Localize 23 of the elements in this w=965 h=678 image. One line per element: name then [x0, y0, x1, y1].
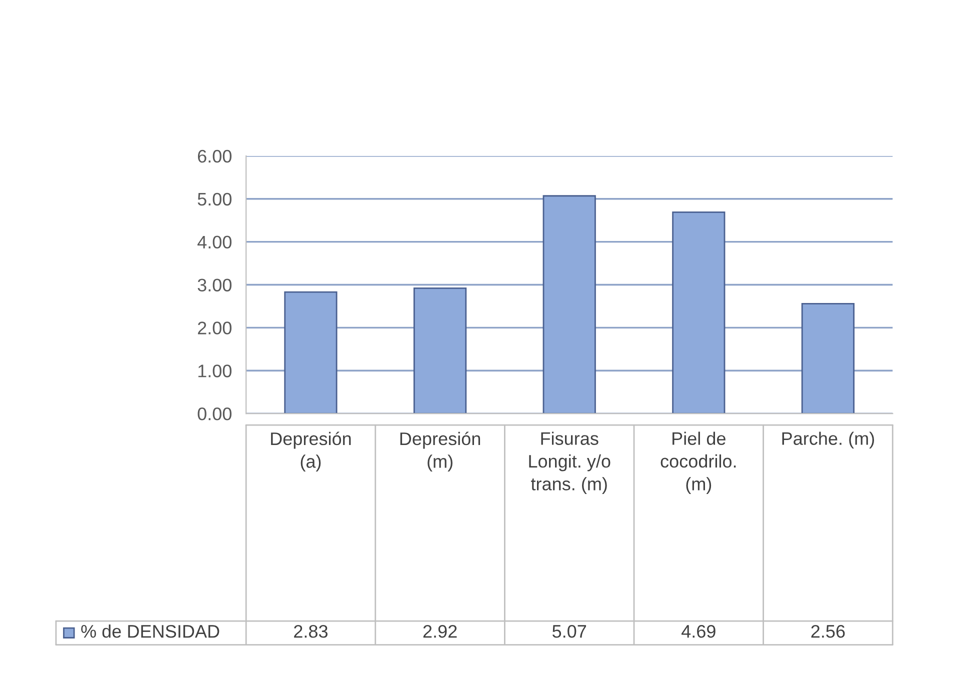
y-tick-label: 2.00 — [198, 322, 232, 334]
x-tick-label: Parche. (m) — [782, 432, 874, 449]
bar — [542, 195, 596, 414]
data-label: 2.92 — [423, 624, 457, 638]
y-tick-label: 0.00 — [198, 408, 232, 420]
y-tick-label: 1.00 — [198, 364, 232, 378]
legend-label: % de DENSIDAD — [81, 624, 220, 638]
y-tick-label: 4.00 — [197, 236, 232, 249]
data-label: 5.07 — [552, 624, 586, 638]
y-tick-label: 6.00 — [198, 150, 232, 163]
bar — [413, 288, 467, 414]
bar — [672, 211, 726, 414]
data-label: 2.56 — [811, 624, 845, 638]
y-tick-label: 5.00 — [198, 192, 232, 206]
data-label: 2.83 — [294, 624, 328, 638]
y-tick-label: 3.00 — [198, 278, 232, 292]
x-tick-label: Piel de cocodrilo. (m) — [660, 432, 736, 494]
x-tick-label: Depresión (m) — [400, 432, 480, 472]
bar — [801, 302, 855, 414]
x-tick-label: Depresión (a) — [271, 432, 351, 472]
data-label: 4.69 — [682, 624, 716, 638]
x-tick-label: Fisuras Longit. y/o trans. (m) — [529, 432, 610, 494]
bar — [284, 291, 338, 414]
